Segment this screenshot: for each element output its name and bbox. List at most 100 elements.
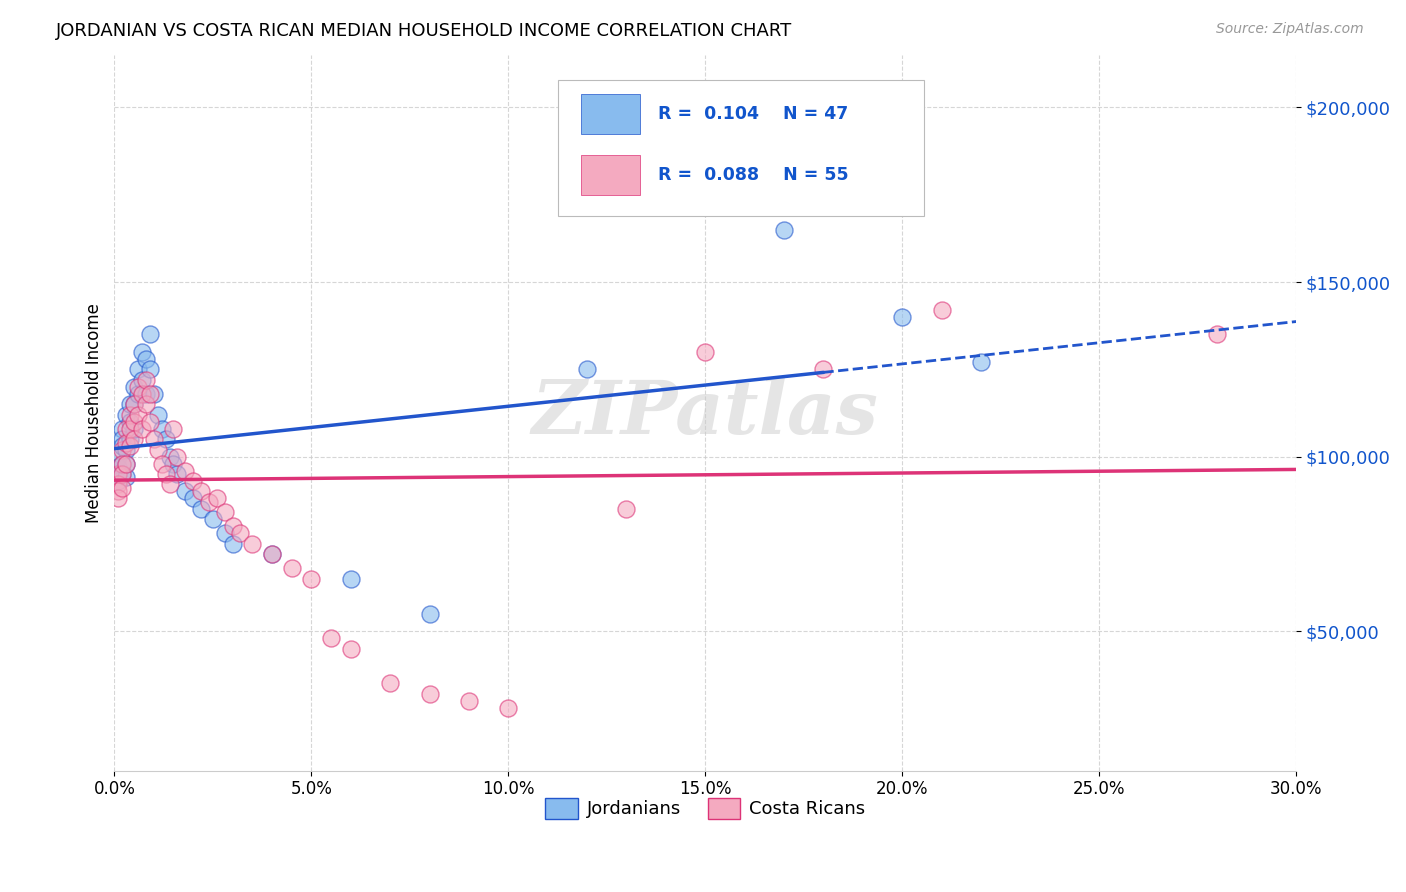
Point (166, 467, 188, 481)
Point (616, 502, 638, 516)
Point (205, 491, 228, 506)
Point (115, 457, 138, 471)
Point (146, 442, 169, 457)
Point (111, 439, 134, 453)
Point (221, 519, 243, 533)
Point (107, 491, 129, 506)
Point (127, 408, 149, 422)
Point (214, 526, 236, 541)
Point (181, 491, 204, 506)
Point (107, 474, 129, 488)
Point (1206, 327, 1229, 342)
Point (131, 373, 153, 387)
Point (174, 484, 197, 499)
Point (339, 572, 361, 586)
Point (111, 467, 134, 481)
Point (127, 362, 149, 376)
Point (139, 386, 162, 401)
Point (162, 457, 184, 471)
Point (229, 526, 252, 541)
Text: JORDANIAN VS COSTA RICAN MEDIAN HOUSEHOLD INCOME CORRELATION CHART: JORDANIAN VS COSTA RICAN MEDIAN HOUSEHOL… (56, 22, 793, 40)
Point (131, 386, 153, 401)
Point (131, 344, 153, 359)
Point (127, 380, 149, 394)
Point (122, 422, 145, 436)
Point (240, 537, 263, 551)
Text: R =  0.104    N = 47: R = 0.104 N = 47 (658, 105, 848, 123)
Point (162, 422, 184, 436)
Point (458, 694, 481, 708)
Point (419, 687, 441, 701)
Point (111, 481, 134, 495)
Point (131, 422, 153, 436)
Point (111, 457, 134, 471)
Point (190, 484, 212, 499)
Point (111, 422, 134, 436)
Point (120, 422, 142, 436)
Point (111, 467, 134, 481)
Point (150, 422, 173, 436)
Point (135, 386, 157, 401)
Point (139, 327, 162, 342)
Point (146, 408, 169, 422)
Point (142, 386, 165, 401)
Point (150, 457, 173, 471)
Point (111, 432, 134, 446)
Y-axis label: Median Household Income: Median Household Income (86, 303, 103, 523)
Point (319, 631, 342, 645)
Bar (581, 155, 640, 194)
Point (107, 477, 129, 491)
Point (214, 505, 236, 519)
Point (120, 397, 142, 411)
Point (378, 676, 401, 690)
Point (120, 415, 142, 429)
Point (260, 547, 283, 561)
Point (198, 495, 221, 509)
Point (120, 439, 142, 453)
Point (115, 435, 138, 450)
Point (280, 561, 302, 575)
Point (115, 408, 138, 422)
Point (111, 457, 134, 471)
Point (155, 467, 177, 481)
Point (115, 457, 138, 471)
Point (174, 463, 197, 477)
Point (135, 351, 157, 366)
Point (122, 432, 145, 446)
Point (122, 380, 145, 394)
Point (139, 415, 162, 429)
Point (127, 386, 149, 401)
Bar (581, 95, 640, 134)
Point (115, 470, 138, 484)
Point (695, 344, 717, 359)
Point (576, 362, 599, 376)
Point (190, 502, 212, 516)
Point (135, 373, 157, 387)
Point (142, 432, 165, 446)
Point (773, 222, 796, 236)
Point (107, 467, 129, 481)
Point (970, 355, 993, 369)
Point (122, 397, 145, 411)
Point (115, 442, 138, 457)
Point (159, 450, 181, 464)
Point (115, 422, 138, 436)
Point (299, 572, 322, 586)
FancyBboxPatch shape (558, 80, 924, 216)
Point (221, 537, 243, 551)
Point (181, 474, 204, 488)
Point (166, 450, 188, 464)
Point (813, 362, 835, 376)
Point (111, 442, 134, 457)
Point (107, 484, 129, 499)
Point (891, 310, 914, 324)
Point (107, 460, 129, 475)
Legend: Jordanians, Costa Ricans: Jordanians, Costa Ricans (538, 791, 873, 826)
Text: R =  0.088    N = 55: R = 0.088 N = 55 (658, 166, 849, 184)
Text: ZIPatlas: ZIPatlas (531, 376, 879, 450)
Point (931, 302, 953, 317)
Point (498, 701, 520, 715)
Point (339, 641, 361, 656)
Point (135, 397, 157, 411)
Point (122, 415, 145, 429)
